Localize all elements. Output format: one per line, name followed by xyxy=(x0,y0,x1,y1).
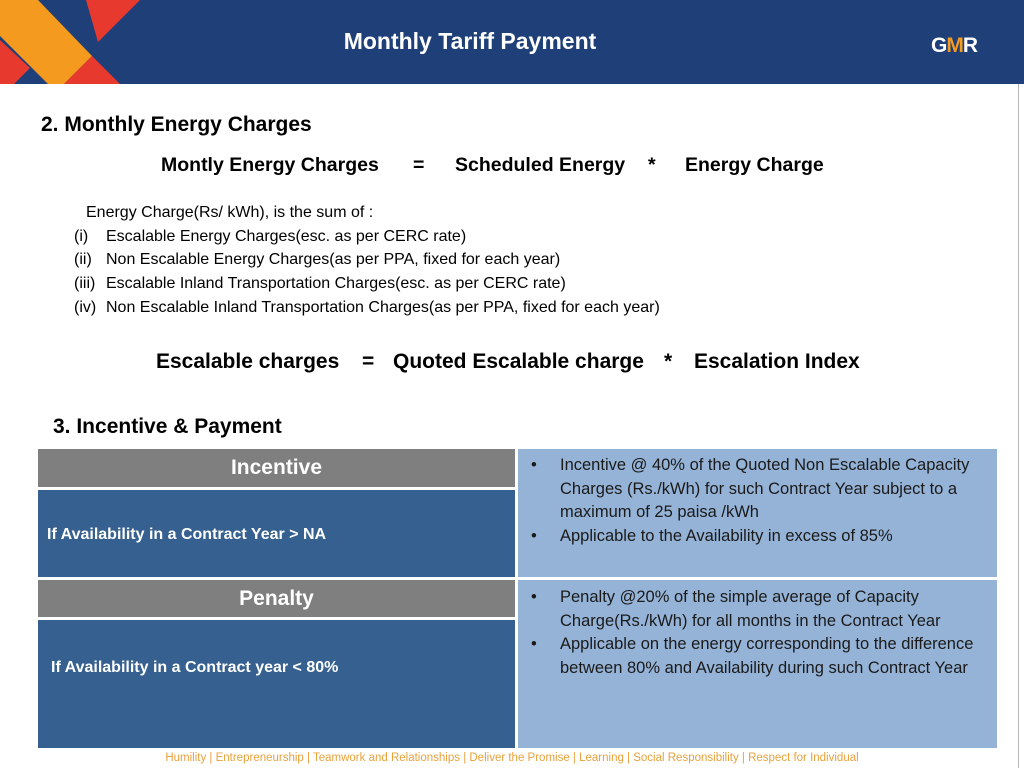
list-item-number: (iv) xyxy=(74,299,97,316)
formula-term-escalation-index: Escalation Index xyxy=(694,350,860,373)
list-item-number: (ii) xyxy=(74,251,92,268)
decorative-chevron-graphic xyxy=(0,0,140,84)
list-item: • Incentive @ 40% of the Quoted Non Escal… xyxy=(531,456,970,521)
list-item-text: Non Escalable Inland Transportation Char… xyxy=(106,299,660,316)
incentive-bullet-list: • Incentive @ 40% of the Quoted Non Escal… xyxy=(518,454,997,548)
energy-charge-intro: Energy Charge(Rs/ kWh), is the sum of : xyxy=(86,204,374,221)
incentive-condition-cell: If Availability in a Contract Year > NA xyxy=(38,490,515,577)
formula-term-scheduled-energy: Scheduled Energy xyxy=(455,154,626,176)
slide-title: Monthly Tariff Payment xyxy=(343,28,597,54)
incentive-header-cell: Incentive xyxy=(38,449,515,487)
slide-header: Monthly Tariff Payment GMR xyxy=(0,0,1024,84)
list-item-text: Non Escalable Energy Charges(as per PPA,… xyxy=(106,251,561,268)
formula-equals: = xyxy=(362,350,375,373)
list-item-text: Escalable Inland Transportation Charges(… xyxy=(106,275,566,292)
list-item-number: (i) xyxy=(74,228,89,245)
penalty-condition-cell: If Availability in a Contract year < 80% xyxy=(38,620,515,748)
list-item: • Penalty @20% of the simple average of C… xyxy=(531,588,941,630)
section-heading-incentive-payment: 3. Incentive & Payment xyxy=(53,415,282,438)
formula-lhs: Montly Energy Charges xyxy=(161,154,379,176)
list-item-number: (iii) xyxy=(74,275,96,292)
right-border-line xyxy=(1018,84,1019,768)
list-item: • Applicable to the Availability in exces… xyxy=(531,526,893,545)
formula-lhs: Escalable charges xyxy=(156,350,340,373)
penalty-details-cell: • Penalty @20% of the simple average of C… xyxy=(518,580,997,748)
incentive-condition-text: If Availability in a Contract Year > NA xyxy=(47,526,327,543)
gmr-logo: GMR xyxy=(931,34,978,57)
list-item: • Applicable on the energy corresponding … xyxy=(531,635,974,677)
incentive-details-cell: • Incentive @ 40% of the Quoted Non Escal… xyxy=(518,449,997,577)
list-item-text: Escalable Energy Charges(esc. as per CER… xyxy=(106,228,467,245)
formula-multiply: * xyxy=(648,154,656,176)
formula-equals: = xyxy=(413,154,425,176)
company-values-footer: Humility | Entrepreneurship | Teamwork a… xyxy=(165,752,859,764)
penalty-header-cell: Penalty xyxy=(38,580,515,617)
penalty-bullet-list: • Penalty @20% of the simple average of C… xyxy=(518,586,997,680)
penalty-condition-text: If Availability in a Contract year < 80% xyxy=(51,659,339,676)
formula-multiply: * xyxy=(664,350,673,373)
formula-term-quoted-escalable: Quoted Escalable charge xyxy=(393,350,644,373)
formula-term-energy-charge: Energy Charge xyxy=(685,154,824,176)
section-heading-energy-charges: 2. Monthly Energy Charges xyxy=(41,113,312,136)
